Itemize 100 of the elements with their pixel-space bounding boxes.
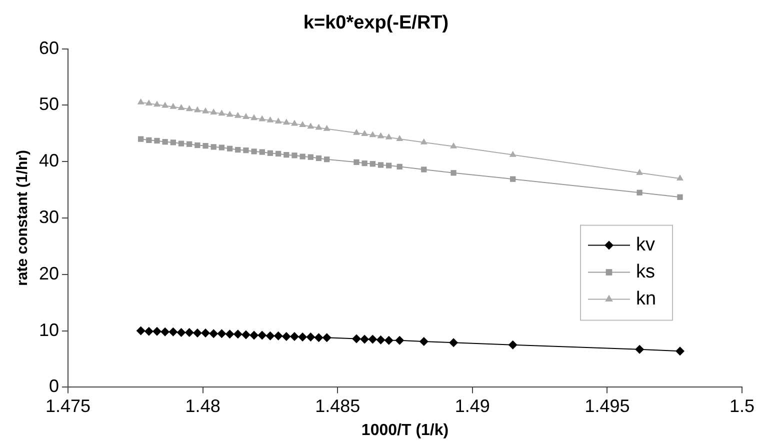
point <box>152 326 162 336</box>
point <box>300 154 306 160</box>
point <box>192 328 202 338</box>
y-tick-label: 10 <box>38 320 60 340</box>
point <box>315 124 322 130</box>
point <box>242 113 250 120</box>
point <box>186 141 192 147</box>
point <box>395 336 404 345</box>
point <box>186 105 193 112</box>
point <box>210 144 216 150</box>
point <box>266 116 274 122</box>
point <box>184 328 194 337</box>
point <box>145 100 152 106</box>
point <box>144 326 154 336</box>
point <box>194 142 200 148</box>
point <box>636 190 642 196</box>
point <box>509 150 516 157</box>
x-tick-label: 1.48 <box>185 396 220 416</box>
point <box>282 332 291 341</box>
y-tick-label: 40 <box>38 150 60 171</box>
y-axis-title: rate constant (1/hr) <box>14 150 32 286</box>
point <box>314 333 324 342</box>
chart-title: k=k0*exp(-E/RT) <box>303 12 449 34</box>
point <box>154 138 160 144</box>
point <box>322 333 332 342</box>
point <box>160 327 170 336</box>
point <box>226 146 233 152</box>
point <box>250 114 258 120</box>
point <box>233 330 242 339</box>
point <box>396 135 404 142</box>
point <box>162 139 168 145</box>
point <box>251 148 257 154</box>
point <box>316 155 322 162</box>
point <box>194 106 201 112</box>
point <box>275 150 282 157</box>
x-tick-label: 1.475 <box>46 396 91 416</box>
point <box>274 118 282 124</box>
point <box>676 174 684 181</box>
point <box>259 149 265 155</box>
point <box>176 328 186 337</box>
x-tick-label: 1.485 <box>315 396 360 416</box>
point <box>274 331 283 340</box>
point <box>284 152 290 158</box>
point <box>361 130 368 136</box>
point <box>396 164 402 170</box>
point <box>369 131 376 138</box>
x-tick-label: 1.49 <box>454 396 490 416</box>
point <box>675 346 684 356</box>
point <box>362 160 368 166</box>
point <box>368 334 378 344</box>
point <box>306 332 316 342</box>
point <box>324 156 330 162</box>
point <box>307 122 314 129</box>
point <box>267 150 274 156</box>
point <box>138 136 144 142</box>
point <box>162 102 169 108</box>
point <box>376 335 386 344</box>
point <box>352 334 361 344</box>
point <box>308 154 314 160</box>
point <box>298 332 308 342</box>
point <box>137 98 144 104</box>
x-axis-title: 1000/T (1/k) <box>361 422 449 439</box>
point <box>202 107 209 114</box>
point <box>384 336 394 345</box>
point <box>136 326 146 336</box>
point <box>386 162 392 168</box>
point <box>292 152 298 158</box>
point <box>250 330 259 340</box>
point <box>420 138 428 144</box>
point <box>282 118 290 125</box>
point <box>258 330 267 340</box>
point <box>291 120 298 126</box>
point <box>146 137 152 143</box>
y-tick-label: 50 <box>38 94 60 114</box>
point <box>225 330 234 339</box>
point <box>510 176 516 182</box>
point <box>353 128 360 135</box>
point <box>377 132 384 138</box>
point <box>217 329 226 338</box>
point <box>218 110 226 116</box>
point <box>154 100 160 107</box>
point <box>210 108 218 115</box>
point <box>241 330 250 340</box>
point <box>450 142 457 148</box>
point <box>243 147 249 154</box>
point <box>201 328 210 338</box>
point <box>450 170 456 176</box>
y-tick-label: 0 <box>49 376 60 396</box>
point <box>508 340 518 350</box>
y-tick-label: 20 <box>38 263 60 284</box>
point <box>299 120 306 127</box>
point <box>202 142 208 149</box>
legend-label: kv <box>636 234 656 256</box>
point <box>677 194 683 200</box>
point <box>178 104 185 110</box>
x-tick-label: 1.495 <box>584 396 630 416</box>
point <box>226 110 234 117</box>
point <box>354 159 360 165</box>
point <box>209 329 218 338</box>
point <box>635 344 644 354</box>
